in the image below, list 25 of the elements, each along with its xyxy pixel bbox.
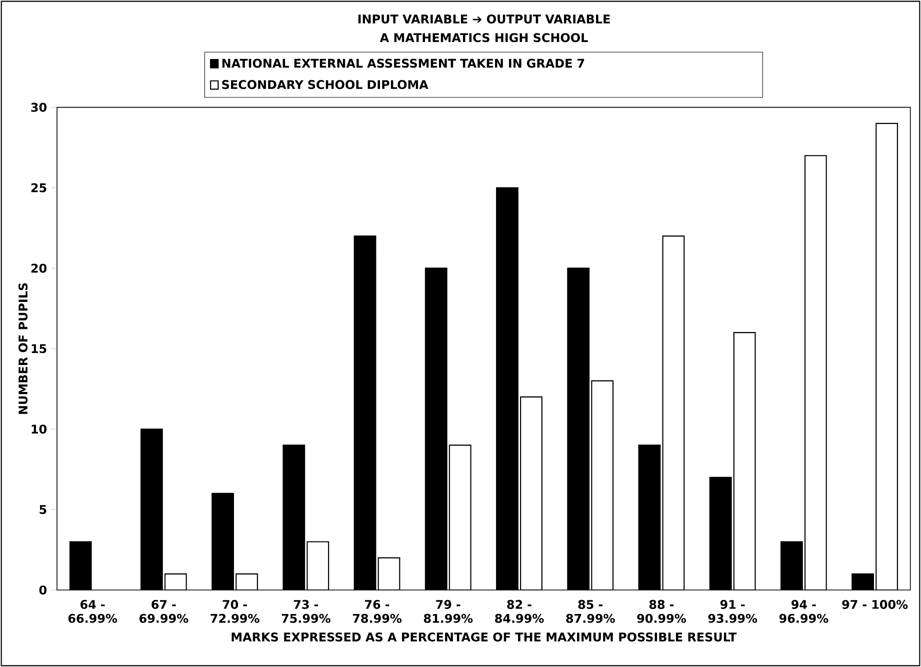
legend-label: SECONDARY SCHOOL DIPLOMA	[222, 80, 428, 90]
x-tick-label: 82 - 84.99%	[495, 600, 544, 623]
x-tick-label: 76 - 78.99%	[352, 600, 402, 623]
x-tick-label: 73 - 75.99%	[282, 600, 330, 623]
x-tick-label: 85 - 87.99%	[566, 600, 615, 623]
y-tick-label: 20	[31, 264, 47, 273]
chart-subtitle: A MATHEMATICS HIGH SCHOOL	[380, 33, 588, 42]
y-tick-label: 25	[31, 183, 46, 192]
chart-title: INPUT VARIABLE ➔ OUTPUT VARIABLE	[358, 14, 610, 24]
x-axis-title: MARKS EXPRESSED AS A PERCENTAGE OF THE MAXIMUM POSSIBLE RESULT	[232, 632, 737, 642]
x-tick-label: 67 - 69.99%	[140, 600, 188, 623]
y-axis-title: NUMBER OF PUPILS	[18, 283, 28, 414]
x-tick-label: 91 - 93.99%	[708, 600, 758, 623]
y-tick-label: 0	[39, 585, 47, 595]
y-tick-label: 30	[31, 102, 47, 112]
y-tick-label: 5	[40, 505, 46, 514]
x-tick-label: 97 - 100%	[842, 600, 908, 609]
x-tick-label: 64 - 66.99%	[68, 600, 118, 623]
legend-label: NATIONAL EXTERNAL ASSESSMENT TAKEN IN GRADE 7	[222, 58, 584, 68]
y-tick-label: 10	[32, 424, 47, 434]
x-tick-label: 88 - 90.99%	[637, 600, 686, 623]
x-tick-label: 94 - 96.99%	[779, 600, 828, 623]
x-tick-label: 70 - 72.99%	[210, 600, 260, 623]
y-tick-label: 15	[32, 344, 46, 354]
x-tick-label: 79 - 81.99%	[424, 600, 473, 623]
